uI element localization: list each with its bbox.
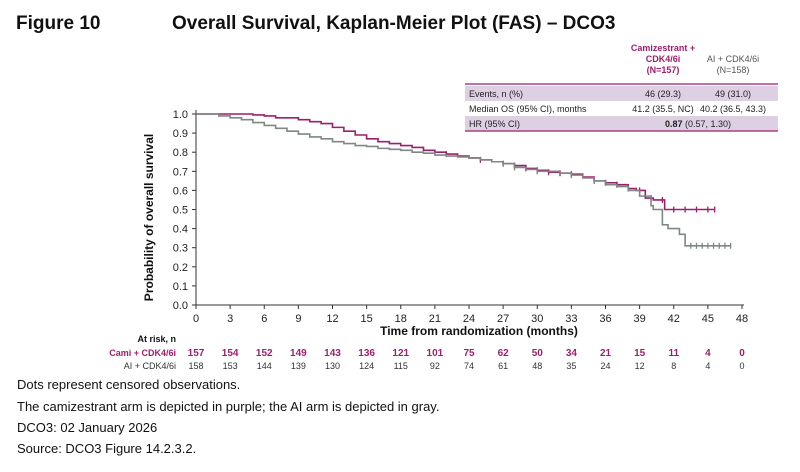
table-header-line: CDK4/6i xyxy=(646,54,681,64)
x-tick-label: 9 xyxy=(295,313,301,325)
ai-survival-curve xyxy=(196,113,731,247)
x-tick-label: 42 xyxy=(668,313,680,325)
y-tick-label: 0.3 xyxy=(173,243,188,255)
at-risk-cami-count: 50 xyxy=(532,348,544,359)
at-risk-title: At risk, n xyxy=(137,334,176,344)
at-risk-cami-count: 34 xyxy=(566,348,578,359)
at-risk-cami-count: 0 xyxy=(739,348,745,359)
y-tick-label: 0.8 xyxy=(173,147,188,159)
table-header-line: AI + CDK4/6i xyxy=(707,54,759,64)
figure-label: Figure 10 xyxy=(16,13,101,34)
table-header-line: (N=157) xyxy=(647,65,680,75)
at-risk-cami-count: 149 xyxy=(290,348,307,359)
at-risk-ai-count: 124 xyxy=(359,361,374,371)
y-tick-label: 0.5 xyxy=(173,205,188,217)
x-tick-label: 33 xyxy=(565,313,577,325)
at-risk-cami-count: 15 xyxy=(634,348,646,359)
at-risk-ai-count: 130 xyxy=(325,361,340,371)
at-risk-ai-count: 144 xyxy=(257,361,272,371)
at-risk-ai-count: 0 xyxy=(739,361,744,371)
table-hr-value: 0.87 (0.57, 1.30) xyxy=(665,119,731,129)
x-tick-label: 6 xyxy=(261,313,267,325)
table-row-label: HR (95% CI) xyxy=(469,119,520,129)
at-risk-cami-count: 121 xyxy=(392,348,409,359)
table-ai-value: 40.2 (36.5, 43.3) xyxy=(700,104,766,114)
x-tick-label: 12 xyxy=(326,313,338,325)
table-cami-value: 46 (29.3) xyxy=(645,89,681,99)
at-risk-ai-count: 35 xyxy=(566,361,576,371)
x-tick-label: 30 xyxy=(531,313,543,325)
table-row-label: Median OS (95% CI), months xyxy=(469,104,587,114)
table-ai-value: 49 (31.0) xyxy=(715,89,751,99)
at-risk-ai-count: 12 xyxy=(635,361,645,371)
at-risk-cami-count: 152 xyxy=(256,348,273,359)
table-row-band xyxy=(465,86,778,101)
at-risk-cami-count: 154 xyxy=(222,348,239,359)
table-header-line: Camizestrant + xyxy=(631,43,695,53)
x-tick-label: 3 xyxy=(227,313,233,325)
table-cami-value: 41.2 (35.5, NC) xyxy=(632,104,694,114)
at-risk-cami-count: 143 xyxy=(324,348,341,359)
x-tick-label: 21 xyxy=(429,313,441,325)
table-row-label: Events, n (%) xyxy=(469,89,523,99)
note-censored: Dots represent censored observations. xyxy=(17,377,241,392)
at-risk-ai-count: 158 xyxy=(188,361,203,371)
note-dco: DCO3: 02 January 2026 xyxy=(17,420,158,435)
y-tick-label: 0.0 xyxy=(173,300,188,312)
x-tick-label: 18 xyxy=(395,313,407,325)
at-risk-cami-count: 157 xyxy=(188,348,205,359)
km-chart: 0.00.10.20.30.40.50.60.70.80.91.00 3 6 9 12 1… xyxy=(109,43,778,371)
x-tick-label: 36 xyxy=(599,313,611,325)
at-risk-cami-count: 101 xyxy=(427,348,444,359)
at-risk-ai-count: 115 xyxy=(394,361,408,371)
at-risk-ai-count: 4 xyxy=(705,361,710,371)
at-risk-ai-count: 74 xyxy=(464,361,474,371)
note-colors: The camizestrant arm is depicted in purp… xyxy=(17,399,440,414)
y-tick-label: 1.0 xyxy=(173,109,188,121)
at-risk-cami-count: 136 xyxy=(358,348,375,359)
at-risk-ai-count: 24 xyxy=(600,361,610,371)
at-risk-label-ai: AI + CDK4/6i xyxy=(124,361,176,371)
y-axis-label: Probability of overall survival xyxy=(142,134,156,301)
at-risk-ai-count: 61 xyxy=(498,361,508,371)
y-tick-label: 0.6 xyxy=(173,185,188,197)
x-tick-label: 45 xyxy=(702,313,714,325)
at-risk-label-cami: Cami + CDK4/6i xyxy=(109,348,176,358)
x-tick-label: 24 xyxy=(463,313,475,325)
table-header-line: (N=158) xyxy=(717,65,750,75)
x-tick-label: 39 xyxy=(634,313,646,325)
at-risk-ai-count: 139 xyxy=(291,361,306,371)
y-tick-label: 0.2 xyxy=(173,262,188,274)
at-risk-cami-count: 62 xyxy=(498,348,510,359)
y-tick-label: 0.1 xyxy=(173,281,188,293)
at-risk-cami-count: 75 xyxy=(463,348,475,359)
y-tick-label: 0.7 xyxy=(173,166,188,178)
x-tick-label: 0 xyxy=(193,313,199,325)
x-tick-label: 27 xyxy=(497,313,509,325)
x-tick-label: 48 xyxy=(736,313,748,325)
x-axis-label: Time from randomization (months) xyxy=(380,324,578,338)
at-risk-ai-count: 92 xyxy=(430,361,440,371)
at-risk-cami-count: 11 xyxy=(668,348,679,359)
at-risk-ai-count: 8 xyxy=(671,361,676,371)
at-risk-ai-count: 153 xyxy=(223,361,238,371)
at-risk-cami-count: 21 xyxy=(600,348,612,359)
note-source: Source: DCO3 Figure 14.2.3.2. xyxy=(17,441,197,456)
y-tick-label: 0.9 xyxy=(173,128,188,140)
figure-title: Overall Survival, Kaplan-Meier Plot (FAS… xyxy=(172,13,616,34)
at-risk-ai-count: 48 xyxy=(532,361,542,371)
at-risk-cami-count: 4 xyxy=(705,348,711,359)
y-tick-label: 0.4 xyxy=(173,224,188,236)
x-tick-label: 15 xyxy=(361,313,373,325)
table-row-band xyxy=(465,116,778,131)
